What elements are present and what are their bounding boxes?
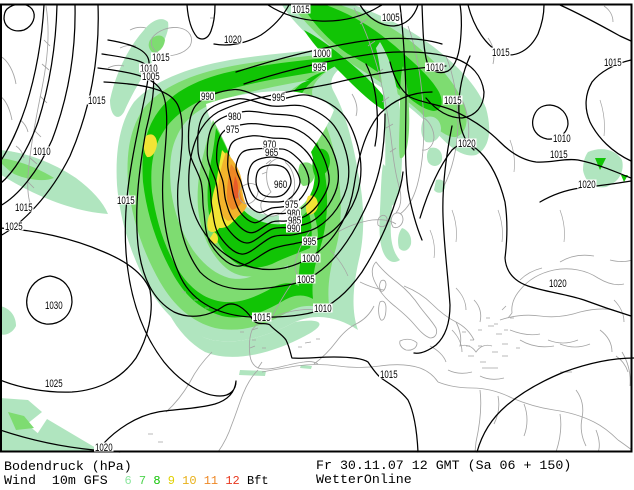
- svg-text:1015: 1015: [152, 52, 170, 64]
- svg-text:1010: 1010: [553, 133, 571, 145]
- svg-text:965: 965: [265, 147, 278, 159]
- svg-text:1020: 1020: [95, 442, 113, 454]
- svg-text:6 7 8 9 10 11 12 Bft: 6 7 8 9 10 11 12 Bft: [125, 474, 269, 488]
- svg-text:1025: 1025: [5, 221, 23, 233]
- svg-text:1020: 1020: [578, 179, 596, 191]
- svg-text:1030: 1030: [45, 300, 63, 312]
- svg-text:1015: 1015: [88, 95, 106, 107]
- svg-text:1000: 1000: [302, 253, 320, 265]
- svg-text:1010: 1010: [33, 146, 51, 158]
- svg-text:990: 990: [201, 91, 214, 103]
- svg-text:960: 960: [274, 179, 287, 191]
- svg-text:Wind 10m GFS: Wind 10m GFS: [4, 473, 108, 488]
- svg-text:1005: 1005: [142, 71, 160, 83]
- svg-text:1015: 1015: [550, 149, 568, 161]
- svg-text:980: 980: [228, 111, 241, 123]
- svg-text:1015: 1015: [253, 312, 271, 324]
- svg-text:1010: 1010: [426, 62, 444, 74]
- svg-text:WetterOnline: WetterOnline: [316, 472, 412, 487]
- svg-text:1015: 1015: [15, 202, 33, 214]
- svg-text:975: 975: [285, 199, 298, 211]
- svg-text:990: 990: [287, 223, 300, 235]
- svg-text:1015: 1015: [292, 4, 310, 16]
- svg-text:995: 995: [313, 62, 326, 74]
- svg-text:1000: 1000: [313, 48, 331, 60]
- svg-text:1005: 1005: [297, 274, 315, 286]
- svg-text:975: 975: [226, 124, 239, 136]
- svg-text:1005: 1005: [382, 12, 400, 24]
- svg-text:1015: 1015: [117, 195, 135, 207]
- svg-text:1015: 1015: [604, 57, 622, 69]
- svg-text:1020: 1020: [549, 278, 567, 290]
- svg-text:Bodendruck (hPa): Bodendruck (hPa): [4, 459, 132, 474]
- svg-text:1015: 1015: [444, 95, 462, 107]
- svg-text:1015: 1015: [380, 369, 398, 381]
- svg-text:995: 995: [303, 236, 316, 248]
- svg-text:1015: 1015: [492, 47, 510, 59]
- svg-text:1025: 1025: [45, 378, 63, 390]
- svg-text:1020: 1020: [224, 34, 242, 46]
- svg-text:995: 995: [272, 92, 285, 104]
- svg-text:1010: 1010: [314, 303, 332, 315]
- svg-text:Fr 30.11.07 12 GMT (Sa 06 + 15: Fr 30.11.07 12 GMT (Sa 06 + 150): [316, 458, 571, 473]
- svg-text:1020: 1020: [458, 138, 476, 150]
